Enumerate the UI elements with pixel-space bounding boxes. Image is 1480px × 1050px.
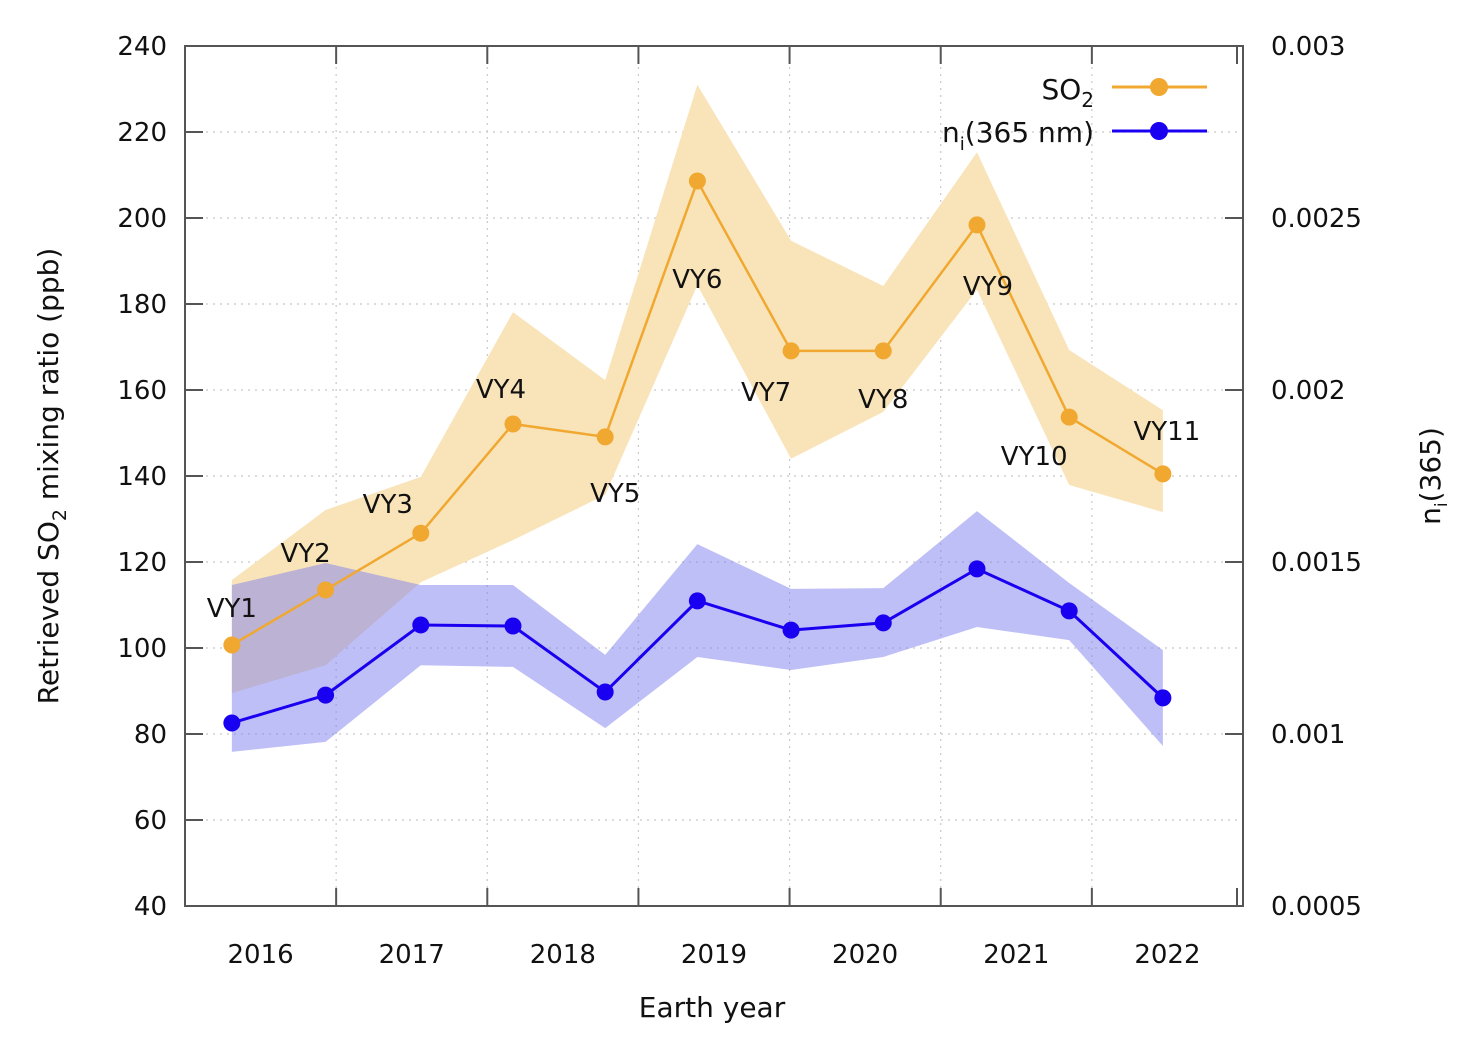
data-point-ni [688,592,706,610]
y-axis-left-title: Retrieved SO2 mixing ratio (ppb) [32,248,71,705]
x-tick-label: 2022 [1134,940,1200,970]
y-left-tick-label: 180 [117,290,167,320]
data-point-so2 [504,415,522,433]
data-point-so2 [1060,408,1078,426]
data-point-ni [874,614,892,632]
y-left-tick-label: 60 [134,806,167,836]
legend-marker-so2 [1150,78,1168,96]
data-point-ni [1154,689,1172,707]
point-label: VY4 [476,375,526,405]
legend-label-so2: SO2 [1041,73,1094,112]
data-point-so2 [1154,465,1172,483]
legend-marker-ni [1150,122,1168,140]
data-point-ni [317,686,335,704]
legend-label-ni: ni(365 nm) [942,116,1094,155]
y-right-tick-label: 0.003 [1271,32,1345,62]
point-label: VY1 [207,594,257,624]
point-label: VY8 [858,385,908,415]
y-right-tick-label: 0.001 [1271,720,1345,750]
point-label-layer: VY1 VY2 VY3 VY4 VY5 VY6 VY7 VY8 VY9 VY10 VY11 [207,265,1201,624]
point-label: VY6 [672,265,722,295]
point-label: VY3 [363,490,413,520]
uncertainty-band-so2 [231,84,1163,694]
y-right-tick-label: 0.0005 [1271,892,1362,922]
point-label: VY10 [1001,442,1068,472]
legend-item-ni: ni(365 nm) [942,116,1207,155]
x-tick-label: 2020 [832,940,898,970]
data-point-so2 [874,342,892,360]
point-label: VY9 [963,272,1013,302]
data-point-so2 [412,524,430,542]
data-point-so2 [688,172,706,190]
y-axis-right-title: ni(365) [1414,427,1452,525]
y-left-tick-label: 40 [134,892,167,922]
point-layer [223,172,1172,732]
data-point-ni [412,616,430,634]
point-label: VY7 [741,378,791,408]
data-point-ni [504,617,522,635]
data-point-ni [782,621,800,639]
y-left-tick-label: 220 [117,118,167,148]
axis-text-layer: 40 60 80 100 120 140 160 180 200 220 240 0.0005 0.00… [117,32,1362,970]
y-left-tick-label: 160 [117,376,167,406]
y-right-tick-label: 0.002 [1271,376,1345,406]
x-tick-label: 2018 [530,940,596,970]
y-left-tick-label: 80 [134,720,167,750]
y-left-tick-label: 200 [117,204,167,234]
uncertainty-band-ni [231,511,1163,752]
data-point-so2 [968,216,986,234]
legend: SO2 ni(365 nm) [942,73,1207,155]
data-point-so2 [596,428,614,446]
x-axis-title: Earth year [639,991,786,1024]
data-point-ni [223,714,241,732]
point-label: VY2 [280,539,330,569]
y-right-tick-label: 0.0015 [1271,548,1362,578]
y-left-tick-label: 140 [117,462,167,492]
y-left-tick-label: 100 [117,634,167,664]
legend-item-so2: SO2 [1041,73,1207,112]
x-tick-label: 2021 [983,940,1049,970]
x-tick-label: 2019 [681,940,747,970]
data-point-so2 [317,581,335,599]
y-left-tick-label: 240 [117,32,167,62]
x-tick-label: 2017 [379,940,445,970]
y-left-tick-label: 120 [117,548,167,578]
tick-layer [185,45,1243,907]
y-right-tick-label: 0.0025 [1271,204,1362,234]
data-point-ni [596,683,614,701]
point-label: VY5 [590,479,640,509]
data-point-ni [1060,602,1078,620]
point-label: VY11 [1134,417,1201,447]
data-point-ni [968,560,986,578]
data-point-so2 [782,342,800,360]
band-layer [231,84,1163,752]
data-point-so2 [223,636,241,654]
x-tick-label: 2016 [227,940,293,970]
